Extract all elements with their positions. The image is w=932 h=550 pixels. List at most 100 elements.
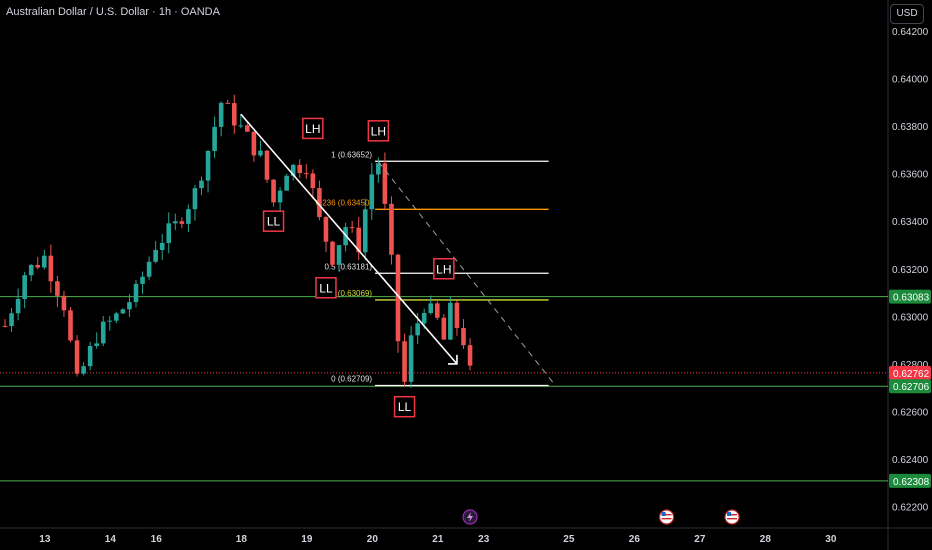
time-tick-label: 26 bbox=[629, 534, 641, 545]
price-tick-label: 0.64000 bbox=[892, 74, 929, 85]
structure-label-box[interactable] bbox=[367, 120, 390, 142]
candle-body bbox=[323, 217, 329, 242]
time-tick-label: 16 bbox=[151, 534, 163, 545]
candle-body bbox=[441, 317, 447, 340]
price-tick-label: 0.64200 bbox=[892, 27, 929, 38]
price-tick-label: 0.62400 bbox=[892, 455, 929, 466]
dashed-trend-line[interactable] bbox=[377, 161, 556, 386]
fib-level-label: 0.5 (0.63181) bbox=[324, 262, 372, 271]
candle-body bbox=[205, 150, 211, 181]
flag-stripe bbox=[727, 518, 738, 520]
structure-label: LL bbox=[267, 215, 281, 229]
candle-body bbox=[153, 249, 158, 262]
axis-price-label: 0.62308 bbox=[893, 477, 930, 488]
candle-body bbox=[81, 366, 86, 374]
symbol-title: Australian Dollar / U.S. Dollar · 1h · O… bbox=[6, 6, 220, 18]
time-tick-label: 23 bbox=[478, 534, 490, 545]
candle-body bbox=[179, 221, 185, 224]
candle-body bbox=[192, 188, 198, 210]
candle-body bbox=[212, 126, 217, 151]
fib-level-label: 0 (0.62709) bbox=[331, 375, 372, 384]
candle-body bbox=[127, 302, 132, 310]
axis-price-tag bbox=[889, 365, 931, 380]
flag-stripe bbox=[661, 518, 672, 520]
candle-body bbox=[173, 221, 178, 224]
trend-arrow-head bbox=[447, 354, 458, 365]
candle-body bbox=[330, 241, 335, 265]
candle-body bbox=[55, 281, 60, 296]
candle-body bbox=[317, 188, 322, 218]
structure-label: LH bbox=[436, 262, 451, 276]
flag-canton bbox=[727, 512, 732, 516]
candle-body bbox=[9, 313, 14, 327]
candle-body bbox=[408, 335, 414, 382]
candle-body bbox=[290, 164, 296, 176]
price-tick-label: 0.63400 bbox=[892, 217, 929, 228]
time-tick-label: 18 bbox=[236, 534, 248, 545]
candle-body bbox=[297, 164, 303, 174]
axis-price-label: 0.63083 bbox=[893, 293, 930, 304]
candle-body bbox=[415, 323, 420, 336]
time-tick-label: 30 bbox=[825, 534, 837, 545]
price-tick-label: 0.62600 bbox=[892, 407, 929, 418]
currency-button[interactable]: USD bbox=[890, 4, 924, 24]
candle-body bbox=[395, 254, 401, 342]
structure-label-box[interactable] bbox=[393, 395, 416, 418]
axis-price-tag bbox=[889, 473, 931, 488]
candle-body bbox=[74, 340, 80, 374]
time-tick-label: 21 bbox=[432, 534, 444, 545]
candle-body bbox=[271, 179, 276, 203]
candle-body bbox=[146, 261, 152, 277]
candle-body bbox=[402, 341, 407, 382]
fib-level-label: 0.382 (0.63069) bbox=[316, 289, 373, 298]
candle-body bbox=[349, 227, 355, 229]
candle-body bbox=[356, 227, 361, 253]
structure-label: LH bbox=[305, 122, 320, 136]
candle-body bbox=[35, 264, 41, 268]
candle-body bbox=[461, 327, 466, 346]
structure-label-box[interactable] bbox=[302, 117, 324, 140]
candle-body bbox=[199, 180, 204, 189]
candle-body bbox=[61, 295, 67, 311]
candle-body bbox=[48, 255, 54, 282]
axis-price-tag bbox=[889, 289, 931, 304]
candle-body bbox=[87, 346, 93, 367]
candle-body bbox=[277, 190, 283, 203]
time-tick-label: 14 bbox=[105, 534, 117, 545]
candle-body bbox=[454, 302, 460, 328]
candle-body bbox=[448, 302, 453, 340]
candle-body bbox=[336, 245, 342, 265]
candle-body bbox=[2, 325, 8, 327]
candle-body bbox=[218, 102, 224, 127]
price-tick-label: 0.62200 bbox=[892, 503, 929, 514]
candle-body bbox=[382, 163, 388, 204]
candle-body bbox=[28, 264, 34, 276]
candle-body bbox=[238, 125, 244, 127]
candle-body bbox=[421, 312, 427, 324]
price-tick-label: 0.63200 bbox=[892, 265, 929, 276]
structure-label-box[interactable] bbox=[315, 277, 337, 299]
fib-level-label: 1 (0.63652) bbox=[331, 150, 372, 159]
candle-body bbox=[159, 243, 165, 250]
candle-body bbox=[15, 298, 21, 314]
candle-body bbox=[310, 173, 316, 189]
candle-body bbox=[68, 310, 73, 341]
fib-level-label: 0.236 (0.63450) bbox=[316, 198, 373, 207]
structure-label: LL bbox=[398, 400, 412, 414]
time-tick-label: 27 bbox=[694, 534, 706, 545]
candle-body bbox=[42, 255, 47, 268]
candle-body bbox=[264, 150, 270, 180]
structure-label-box[interactable] bbox=[433, 258, 455, 280]
candle-body bbox=[435, 303, 440, 318]
axis-price-tag bbox=[889, 379, 931, 394]
trend-arrow[interactable] bbox=[240, 113, 458, 365]
candle-body bbox=[251, 131, 257, 156]
candle-body bbox=[225, 102, 230, 104]
structure-label: LL bbox=[319, 281, 333, 295]
candle-body bbox=[389, 203, 394, 255]
candle-body bbox=[140, 276, 145, 284]
structure-label-box[interactable] bbox=[262, 210, 285, 232]
flag-stripe bbox=[727, 514, 738, 516]
